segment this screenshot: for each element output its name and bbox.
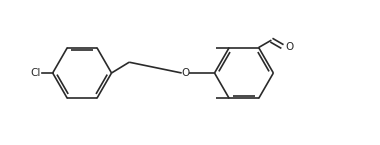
Text: Cl: Cl <box>30 68 41 78</box>
Text: O: O <box>285 41 294 51</box>
Text: O: O <box>181 68 189 78</box>
